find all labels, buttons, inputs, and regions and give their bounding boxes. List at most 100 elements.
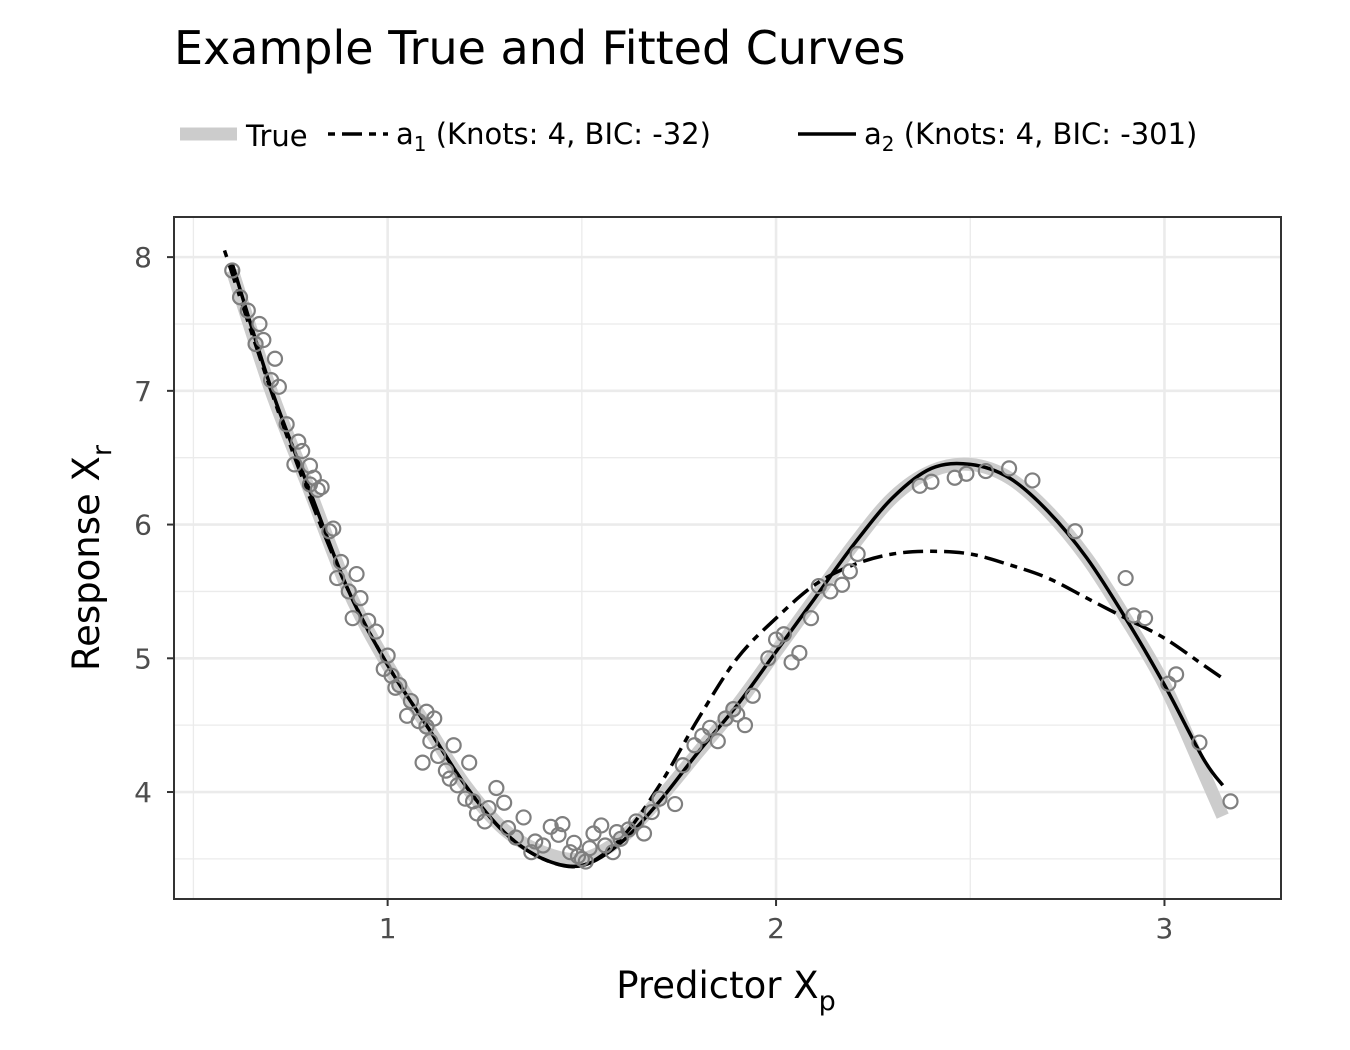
data-point-9 [278,416,295,433]
data-point-16 [309,481,326,498]
data-point-95 [791,644,808,662]
x-axis-title-sub: p [819,986,836,1017]
data-point-5 [255,331,272,349]
data-point-4 [251,315,268,333]
data-point-70 [593,817,610,834]
data-point-8 [270,378,287,395]
data-point-114 [1168,666,1185,683]
x-axis-title: Predictor Xp [616,964,836,1017]
x-tick-label-2: 3 [1156,912,1174,945]
data-point-47 [461,754,478,771]
data-point-72 [604,844,622,861]
data-point-7 [266,350,284,367]
data-point-100 [841,563,858,580]
chart-title: Example True and Fitted Curves [174,21,905,75]
data-point-108 [1024,472,1041,489]
data-point-79 [651,790,668,807]
data-point-46 [457,790,474,807]
series-a2-line [230,263,1225,869]
data-point-32 [391,676,408,694]
legend-a2-rest: (Knots: 4, BIC: -301) [895,117,1198,151]
data-point-61 [550,826,567,843]
data-point-68 [581,840,598,857]
legend-label-true: True [245,119,308,153]
data-point-109 [1067,523,1084,540]
y-tick-label-2: 6 [134,509,152,542]
y-axis-title-sub: r [87,444,118,456]
data-point-82 [686,737,703,754]
data-point-25 [352,590,369,607]
data-point-27 [367,623,385,640]
data-point-21 [332,553,350,571]
data-point-41 [430,747,447,765]
legend-label-a2: a2 (Knots: 4, BIC: -301) [864,117,1197,156]
data-point-107 [1001,460,1018,477]
data-point-99 [833,576,851,593]
data-point-113 [1160,675,1177,692]
y-axis-title-main: Response X [65,456,108,671]
data-point-51 [480,799,497,817]
data-point-44 [445,737,462,754]
data-point-78 [643,803,660,821]
data-point-63 [562,844,579,861]
data-point-26 [360,612,377,629]
y-axis-title: Response Xr [65,444,118,671]
data-point-45 [449,777,466,794]
data-point-42 [437,762,454,779]
data-point-105 [958,465,975,482]
data-point-90 [744,687,761,704]
observation-points [224,262,1239,870]
data-point-89 [736,717,754,734]
data-point-57 [523,844,540,861]
data-point-76 [628,813,645,830]
panel-border [173,216,1282,900]
data-point-96 [802,610,820,627]
data-point-39 [422,733,439,750]
data-point-29 [379,647,396,664]
data-point-93 [775,626,792,643]
data-point-62 [554,816,571,833]
y-tick-label-3: 7 [134,375,152,408]
data-point-66 [573,850,590,867]
data-point-74 [612,830,629,847]
data-point-53 [496,794,513,811]
data-point-91 [760,650,777,667]
data-point-59 [534,837,552,854]
data-point-34 [402,692,420,710]
data-point-94 [783,654,800,671]
data-point-24 [348,565,365,583]
data-point-56 [515,809,532,826]
data-point-111 [1125,607,1142,624]
data-point-52 [488,779,505,797]
data-point-54 [499,820,517,837]
data-point-12 [294,442,311,460]
x-tick-label-0: 1 [379,912,397,945]
series-a1-line [222,249,1224,869]
data-point-10 [286,456,303,473]
y-tick-label-1: 5 [134,642,152,675]
data-point-23 [344,610,361,627]
data-point-110 [1117,569,1134,587]
data-point-88 [729,706,746,723]
data-point-11 [290,433,307,450]
legend: True a1 (Knots: 4, BIC: -32) a2 (Knots: … [180,117,1197,156]
data-point-81 [674,757,691,774]
data-point-19 [325,520,342,537]
data-point-58 [527,833,544,850]
data-point-116 [1222,793,1239,810]
data-point-115 [1191,734,1208,751]
data-point-40 [426,710,443,727]
x-tick-label-1: 2 [767,912,785,945]
legend-a1-main: a [396,117,414,151]
legend-a1-rest: (Knots: 4, BIC: -32) [427,117,711,151]
data-point-84 [701,719,719,736]
y-tick-label-0: 4 [134,776,152,809]
data-point-0 [224,262,241,279]
data-point-103 [923,473,940,490]
data-point-20 [329,569,346,587]
data-point-55 [507,829,524,846]
legend-label-a1: a1 (Knots: 4, BIC: -32) [396,117,711,156]
data-point-77 [635,825,653,842]
legend-a2-sub: 2 [882,132,895,156]
